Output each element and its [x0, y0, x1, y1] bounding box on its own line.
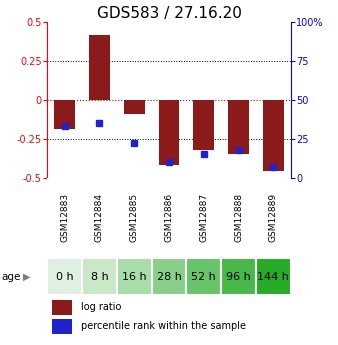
Text: 8 h: 8 h [91, 272, 108, 282]
Text: GSM12883: GSM12883 [60, 193, 69, 242]
Bar [47, 258, 82, 295]
Text: 16 h: 16 h [122, 272, 147, 282]
Text: GSM12885: GSM12885 [130, 193, 139, 242]
Text: 52 h: 52 h [191, 272, 216, 282]
Text: GSM12889: GSM12889 [269, 193, 278, 242]
Bar [159, 100, 179, 165]
Bar [186, 258, 221, 295]
Text: GSM12884: GSM12884 [95, 193, 104, 242]
Text: GSM12888: GSM12888 [234, 193, 243, 242]
Bar [52, 319, 72, 334]
Text: 144 h: 144 h [257, 272, 289, 282]
Bar [152, 258, 186, 295]
Bar [228, 100, 249, 154]
Bar [263, 100, 284, 171]
Bar [82, 258, 117, 295]
Text: GSM12887: GSM12887 [199, 193, 208, 242]
Text: ▶: ▶ [23, 272, 30, 282]
Text: 96 h: 96 h [226, 272, 251, 282]
Text: log ratio: log ratio [81, 302, 122, 312]
Bar [256, 258, 291, 295]
Text: age: age [2, 272, 21, 282]
Bar [89, 35, 110, 100]
Bar [54, 100, 75, 129]
Bar [193, 100, 214, 150]
Bar [221, 258, 256, 295]
Text: 28 h: 28 h [156, 272, 182, 282]
Bar [124, 100, 145, 114]
Bar [52, 299, 72, 315]
Title: GDS583 / 27.16.20: GDS583 / 27.16.20 [97, 6, 241, 21]
Bar [117, 258, 152, 295]
Text: percentile rank within the sample: percentile rank within the sample [81, 321, 246, 331]
Text: 0 h: 0 h [56, 272, 74, 282]
Text: GSM12886: GSM12886 [165, 193, 173, 242]
